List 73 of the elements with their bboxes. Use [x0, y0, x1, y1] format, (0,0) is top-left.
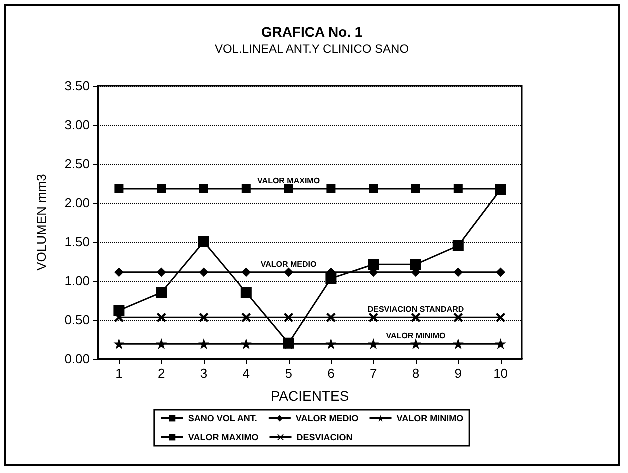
point — [412, 340, 420, 349]
point — [452, 240, 464, 252]
y-tick-label: 1.50 — [64, 234, 90, 250]
point — [157, 184, 166, 194]
x-tick-label: 3 — [200, 366, 208, 381]
point — [114, 268, 124, 277]
x-tick-label: 9 — [454, 366, 462, 381]
x-tick-label: 8 — [412, 366, 420, 381]
y-tick-label: 3.50 — [64, 78, 90, 94]
point — [454, 313, 463, 322]
annotation: VALOR MINIMO — [386, 332, 446, 341]
x-tick-label: 7 — [370, 366, 378, 381]
y-tick-label: 3.00 — [64, 118, 90, 132]
y-tick-label: 1.00 — [64, 274, 90, 288]
point — [369, 184, 378, 194]
point — [157, 313, 166, 322]
point — [496, 340, 506, 349]
point — [200, 340, 208, 349]
legend-label: VALOR MAXIMO — [188, 432, 259, 442]
point — [284, 313, 294, 322]
point — [454, 268, 463, 277]
chart-title: GRAFICA No. 1 — [261, 24, 363, 40]
point — [412, 313, 420, 322]
point — [114, 305, 125, 316]
x-tick-label: 10 — [494, 366, 508, 381]
point — [369, 340, 378, 349]
annotation: VALOR MAXIMO — [258, 176, 320, 186]
point — [198, 236, 210, 248]
point — [326, 184, 336, 194]
y-tick-label: 0.00 — [64, 352, 90, 366]
x-axis-title: PACIENTES — [270, 388, 350, 404]
point — [412, 184, 420, 194]
point — [157, 340, 166, 349]
legend-label: SANO VOL ANT. — [188, 414, 258, 424]
y-axis-title: VOLUMEN mm3 — [34, 174, 49, 271]
point — [284, 184, 294, 194]
point — [242, 313, 251, 322]
x-tick-label: 4 — [242, 366, 250, 381]
point — [454, 184, 463, 194]
x-tick-label: 2 — [158, 366, 166, 381]
x-tick-label: 6 — [328, 366, 335, 381]
y-tick-label: 0.50 — [64, 312, 90, 328]
legend-label: DESVIACION — [296, 432, 353, 442]
x-tick-label: 1 — [116, 366, 123, 381]
y-tick-label: 2.00 — [64, 196, 90, 210]
chart-subtitle: VOL.LINEAL ANT.Y CLINICO SANO — [214, 42, 410, 56]
point — [242, 184, 251, 194]
point — [156, 287, 168, 298]
point — [114, 184, 124, 194]
y-tick-label: 2.50 — [64, 156, 90, 172]
point — [368, 259, 380, 270]
point — [454, 340, 463, 349]
annotation: DESVIACION STANDARD — [368, 305, 464, 314]
point — [242, 340, 251, 349]
point — [200, 313, 208, 322]
point — [326, 273, 337, 284]
point — [369, 313, 378, 322]
point — [200, 268, 208, 277]
annotation: VALOR MEDIO — [260, 260, 317, 269]
x-tick-label: 5 — [285, 366, 292, 381]
point — [410, 259, 422, 270]
point — [326, 340, 336, 349]
point — [326, 313, 336, 322]
point — [157, 268, 166, 277]
point — [114, 340, 124, 349]
point — [496, 268, 506, 277]
point — [242, 268, 251, 277]
point — [200, 184, 208, 194]
legend-label: VALOR MEDIO — [296, 414, 359, 424]
point — [284, 268, 294, 277]
point — [496, 313, 506, 322]
legend-label: VALOR MINIMO — [396, 414, 464, 424]
point — [240, 287, 252, 298]
